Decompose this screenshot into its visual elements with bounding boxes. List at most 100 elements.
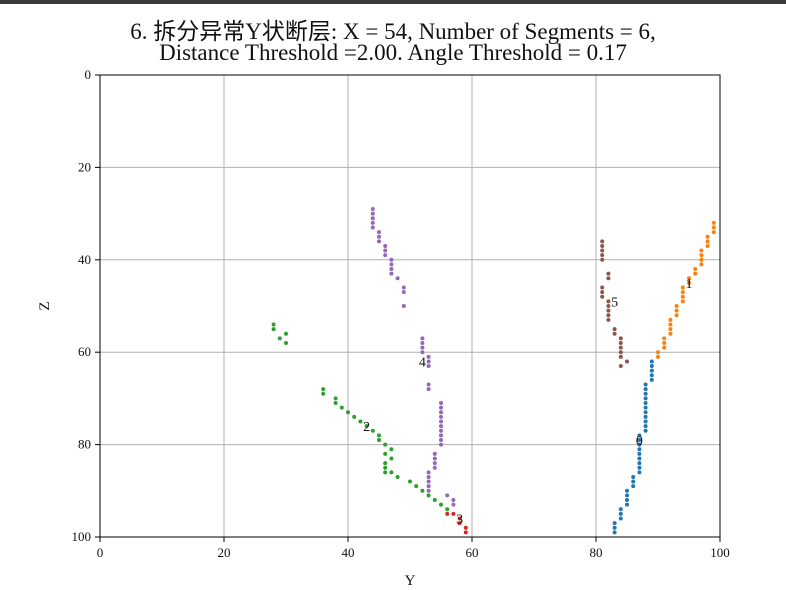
data-point-segment-1 [668, 317, 673, 322]
data-point-segment-5 [625, 359, 629, 364]
data-point-segment-2 [383, 465, 388, 470]
data-point-segment-5 [600, 248, 605, 253]
data-point-segment-2 [271, 322, 276, 327]
data-point-segment-4 [370, 225, 375, 230]
data-point-segment-1 [680, 290, 685, 295]
data-point-segment-4 [432, 465, 437, 470]
data-point-segment-2 [321, 391, 326, 396]
data-point-segment-0 [643, 414, 648, 419]
data-point-segment-2 [339, 405, 344, 410]
data-point-segment-4 [370, 220, 375, 225]
data-point-segment-2 [432, 498, 437, 503]
data-point-segment-0 [649, 373, 654, 378]
data-point-segment-1 [680, 294, 685, 299]
data-point-segment-2 [395, 474, 400, 479]
data-point-segment-5 [618, 336, 623, 341]
data-point-segment-0 [612, 530, 617, 535]
data-point-segment-5 [618, 354, 623, 359]
chart-title-line-1: 6. 拆分异常Y状断层: X = 54, Number of Segments … [130, 19, 656, 44]
data-point-segment-0 [649, 368, 654, 373]
data-point-segment-0 [618, 511, 623, 516]
data-point-segment-5 [600, 290, 605, 295]
data-point-segment-4 [439, 433, 443, 438]
data-point-segment-0 [637, 442, 642, 447]
data-point-segment-1 [674, 308, 679, 313]
data-point-segment-5 [618, 340, 623, 345]
data-point-segment-0 [625, 502, 629, 507]
data-point-segment-4 [389, 262, 394, 267]
data-point-segment-2 [445, 507, 450, 512]
data-point-segment-5 [600, 294, 605, 299]
data-point-segment-5 [606, 308, 611, 313]
data-point-segment-1 [705, 243, 710, 248]
data-point-segment-4 [451, 502, 456, 507]
data-point-segment-1 [668, 322, 673, 327]
x-axis-label: Y [405, 573, 416, 589]
data-point-segment-2 [321, 387, 326, 392]
data-point-segment-1 [662, 345, 667, 350]
data-point-segment-4 [439, 437, 443, 442]
data-point-segment-4 [377, 230, 381, 235]
data-point-segment-3 [451, 511, 456, 516]
data-point-segment-1 [705, 239, 710, 244]
data-point-segment-2 [333, 396, 338, 401]
data-point-segment-2 [333, 401, 338, 406]
data-point-segment-2 [408, 479, 412, 484]
plot-frame [99, 74, 721, 538]
data-point-segment-2 [414, 484, 419, 489]
data-point-segment-5 [606, 304, 611, 308]
data-point-segment-4 [370, 216, 375, 221]
data-point-segment-4 [420, 340, 425, 345]
data-point-segment-4 [426, 484, 431, 489]
data-point-segment-0 [643, 410, 648, 415]
data-point-segment-1 [699, 257, 704, 262]
data-point-segment-1 [699, 262, 704, 267]
data-point-segment-0 [649, 359, 654, 364]
y-tick-label: 40 [78, 252, 91, 267]
x-tick-label: 100 [710, 545, 730, 560]
data-point-segment-4 [432, 456, 437, 461]
data-point-segment-4 [401, 290, 406, 295]
y-tick-label: 80 [78, 437, 91, 452]
data-point-segment-4 [426, 382, 431, 387]
data-point-segment-2 [383, 470, 388, 475]
data-point-segment-5 [606, 271, 611, 276]
x-tick-label: 20 [218, 545, 231, 560]
y-axis-label: Z [37, 301, 53, 310]
data-point-segment-4 [401, 285, 406, 290]
data-point-segment-1 [662, 340, 667, 345]
data-point-segment-2 [352, 414, 357, 419]
y-tick-label: 60 [78, 344, 91, 359]
data-point-segment-5 [600, 257, 605, 262]
data-point-segment-2 [383, 451, 388, 456]
data-point-segment-2 [284, 331, 288, 336]
data-point-segment-0 [643, 382, 648, 387]
data-point-segment-0 [637, 465, 642, 470]
x-tick-label: 40 [342, 545, 355, 560]
data-point-segment-1 [662, 336, 667, 341]
data-point-segment-5 [612, 331, 617, 336]
data-point-segment-2 [377, 433, 381, 438]
data-point-segment-4 [432, 461, 437, 466]
data-point-segment-4 [439, 410, 443, 415]
data-point-segment-0 [643, 396, 648, 401]
data-point-segment-2 [346, 410, 350, 415]
y-tick-label: 0 [85, 67, 92, 82]
data-point-segment-3 [463, 530, 468, 535]
data-point-segment-2 [370, 428, 375, 433]
data-point-segment-0 [612, 521, 617, 526]
data-point-segment-4 [401, 304, 406, 308]
data-point-segment-0 [625, 493, 629, 498]
data-point-segment-2 [439, 502, 443, 507]
data-point-segment-5 [606, 317, 611, 322]
data-point-segment-4 [426, 387, 431, 392]
data-point-segment-0 [637, 456, 642, 461]
segment-label-4: 4 [419, 355, 426, 370]
data-point-segment-5 [600, 243, 605, 248]
data-point-segment-0 [643, 387, 648, 392]
data-point-segment-2 [277, 336, 282, 341]
data-point-segment-4 [445, 493, 450, 498]
data-point-segment-2 [389, 447, 394, 452]
data-point-segment-0 [637, 433, 642, 438]
